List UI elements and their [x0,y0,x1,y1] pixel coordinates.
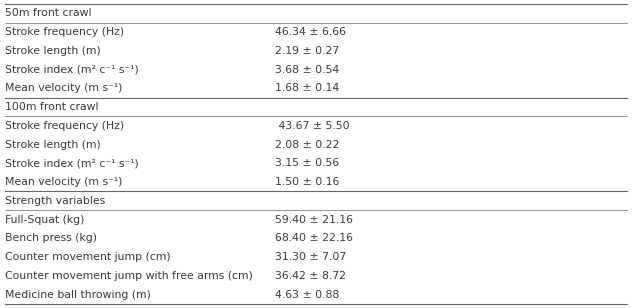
Text: 1.50 ± 0.16: 1.50 ± 0.16 [275,177,339,187]
Text: 43.67 ± 5.50: 43.67 ± 5.50 [275,121,349,131]
Text: 50m front crawl: 50m front crawl [5,8,92,18]
Text: 3.68 ± 0.54: 3.68 ± 0.54 [275,65,339,75]
Text: Bench press (kg): Bench press (kg) [5,233,97,243]
Text: Medicine ball throwing (m): Medicine ball throwing (m) [5,290,151,300]
Text: 36.42 ± 8.72: 36.42 ± 8.72 [275,271,346,281]
Text: 1.68 ± 0.14: 1.68 ± 0.14 [275,83,339,93]
Text: Stroke length (m): Stroke length (m) [5,140,101,150]
Text: 3.15 ± 0.56: 3.15 ± 0.56 [275,158,339,168]
Text: Strength variables: Strength variables [5,196,106,206]
Text: 59.40 ± 21.16: 59.40 ± 21.16 [275,215,353,225]
Text: Mean velocity (m s⁻¹): Mean velocity (m s⁻¹) [5,177,123,187]
Text: 4.63 ± 0.88: 4.63 ± 0.88 [275,290,339,300]
Text: Stroke index (m² c⁻¹ s⁻¹): Stroke index (m² c⁻¹ s⁻¹) [5,158,139,168]
Text: Counter movement jump with free arms (cm): Counter movement jump with free arms (cm… [5,271,253,281]
Text: 68.40 ± 22.16: 68.40 ± 22.16 [275,233,353,243]
Text: Stroke frequency (Hz): Stroke frequency (Hz) [5,121,124,131]
Text: Full-Squat (kg): Full-Squat (kg) [5,215,85,225]
Text: 100m front crawl: 100m front crawl [5,102,99,112]
Text: Stroke frequency (Hz): Stroke frequency (Hz) [5,27,124,37]
Text: 2.08 ± 0.22: 2.08 ± 0.22 [275,140,339,150]
Text: 46.34 ± 6.66: 46.34 ± 6.66 [275,27,346,37]
Text: Counter movement jump (cm): Counter movement jump (cm) [5,252,171,262]
Text: 2.19 ± 0.27: 2.19 ± 0.27 [275,46,339,56]
Text: Mean velocity (m s⁻¹): Mean velocity (m s⁻¹) [5,83,123,93]
Text: Stroke index (m² c⁻¹ s⁻¹): Stroke index (m² c⁻¹ s⁻¹) [5,65,139,75]
Text: 31.30 ± 7.07: 31.30 ± 7.07 [275,252,346,262]
Text: Stroke length (m): Stroke length (m) [5,46,101,56]
